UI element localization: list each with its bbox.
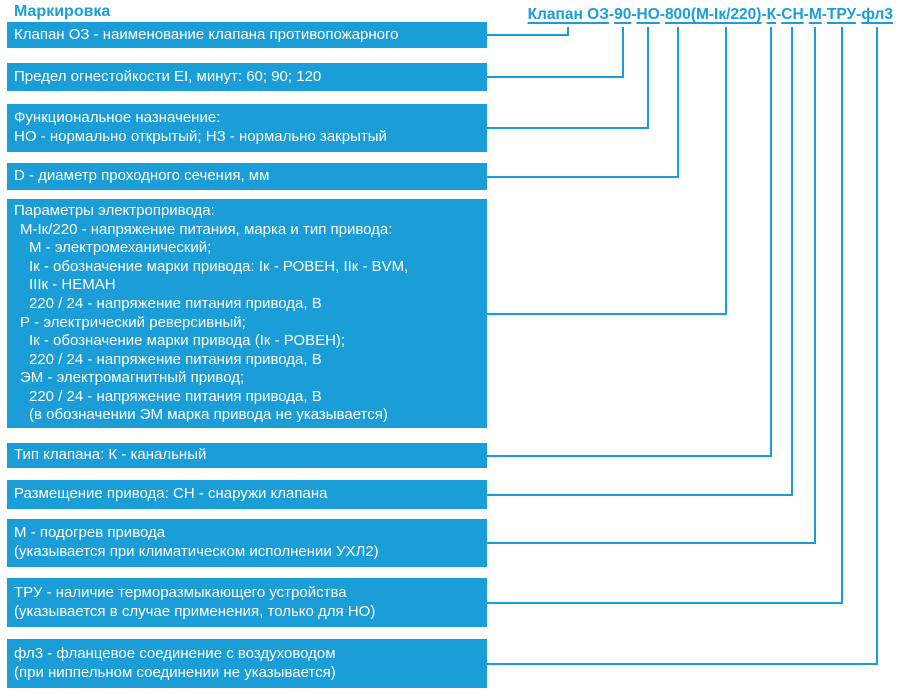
box-line: 220 / 24 - напряжение питания привода, В bbox=[29, 387, 322, 405]
box-flange-connection: фл3 - фланцевое соединение с воздуховодо… bbox=[7, 639, 487, 688]
formula-separator: - bbox=[631, 6, 637, 23]
box-line: М - подогрев привода bbox=[14, 524, 166, 542]
box-line: Размещение привода: СН - снаружи клапана bbox=[14, 485, 328, 503]
formula-separator: - bbox=[803, 6, 809, 23]
formula-segment: ТРУ bbox=[826, 6, 857, 23]
box-line: (указывается в случае применения, только… bbox=[14, 602, 376, 620]
formula-segment: Клапан ОЗ bbox=[527, 6, 609, 23]
box-line: ЭМ - электромагнитный привод; bbox=[20, 369, 245, 387]
box-line: Клапан ОЗ - наименование клапана противо… bbox=[14, 25, 399, 43]
box-line: (указывается при климатическом исполнени… bbox=[14, 543, 379, 560]
box-line: D - диаметр проходного сечения, мм bbox=[14, 167, 270, 185]
connector-line bbox=[486, 27, 624, 78]
box-line: 220 / 24 - напряжение питания привода, В bbox=[29, 350, 322, 368]
box-line: IIIк - НЕМАН bbox=[29, 276, 116, 294]
box-line: Функциональное назначение: bbox=[14, 109, 221, 127]
connector-line bbox=[486, 27, 649, 129]
formula-segment: (М-Iк/220) bbox=[690, 6, 762, 23]
formula-segment: 800 bbox=[664, 6, 691, 23]
box-line: М - электромеханический; bbox=[29, 239, 212, 257]
box-functional-purpose: Функциональное назначение: НО - нормально… bbox=[7, 104, 487, 152]
marking-formula: Клапан ОЗ-90-НО-800(М-Iк/220)-К-СН-М-ТРУ… bbox=[528, 6, 893, 24]
connector-line bbox=[486, 27, 727, 315]
box-line: Предел огнестойкости EI, минут: 60; 90; … bbox=[14, 67, 322, 85]
box-line: Iк - обозначение марки привода (Iк - РОВ… bbox=[29, 332, 346, 350]
connector-line bbox=[486, 27, 569, 36]
box-thermal-release: ТРУ - наличие терморазмыкающего устройст… bbox=[7, 578, 487, 627]
box-fire-resistance: Предел огнестойкости EI, минут: 60; 90; … bbox=[7, 63, 487, 91]
formula-separator: - bbox=[659, 6, 665, 23]
connector-line bbox=[486, 27, 772, 457]
box-line: Параметры электропривода: bbox=[14, 201, 215, 219]
connector-line bbox=[486, 27, 878, 665]
box-line: (в обозначении ЭМ марка привода не указы… bbox=[29, 406, 388, 424]
formula-segment: К bbox=[766, 6, 777, 23]
formula-separator: - bbox=[761, 6, 767, 23]
box-line: Iк - обозначение марки привода: Iк - РОВ… bbox=[29, 257, 409, 275]
box-line: ТРУ - наличие терморазмыкающего устройст… bbox=[14, 583, 347, 601]
formula-segment: 90 bbox=[614, 6, 632, 23]
connector-line bbox=[486, 27, 679, 178]
formula-separator: - bbox=[821, 6, 827, 23]
box-line: Р - электрический реверсивный; bbox=[20, 313, 246, 331]
box-diameter: D - диаметр проходного сечения, мм bbox=[7, 163, 487, 190]
box-line: НО - нормально открытый; НЗ - нормально … bbox=[14, 128, 387, 145]
box-drive-placement: Размещение привода: СН - снаружи клапана bbox=[7, 480, 487, 509]
box-line: 220 / 24 - напряжение питания привода, В bbox=[29, 294, 322, 312]
connector-line bbox=[486, 27, 793, 496]
formula-segment: НО bbox=[636, 6, 660, 23]
box-drive-parameters: Параметры электропривода: М-Iк/220 - напр… bbox=[7, 199, 487, 428]
box-drive-heating: М - подогрев привода (указывается при кли… bbox=[7, 519, 487, 567]
box-valve-type: Тип клапана: К - канальный bbox=[7, 443, 487, 468]
formula-segment: М bbox=[808, 6, 822, 23]
box-line: М-Iк/220 - напряжение питания, марка и т… bbox=[20, 220, 393, 238]
box-line: Тип клапана: К - канальный bbox=[14, 446, 207, 464]
connector-line bbox=[486, 27, 843, 604]
box-line: фл3 - фланцевое соединение с воздуховодо… bbox=[14, 644, 336, 662]
formula-segment: фл3 bbox=[861, 6, 893, 23]
connector-line bbox=[486, 27, 816, 544]
box-line: (при ниппельном соединении не указываетс… bbox=[14, 663, 336, 681]
formula-separator: - bbox=[856, 6, 862, 23]
page-title: Маркировка bbox=[14, 3, 111, 20]
formula-segment: СН bbox=[781, 6, 804, 23]
formula-separator: - bbox=[608, 6, 615, 23]
formula-separator: - bbox=[776, 6, 782, 23]
box-valve-name: Клапан ОЗ - наименование клапана противо… bbox=[7, 22, 487, 48]
